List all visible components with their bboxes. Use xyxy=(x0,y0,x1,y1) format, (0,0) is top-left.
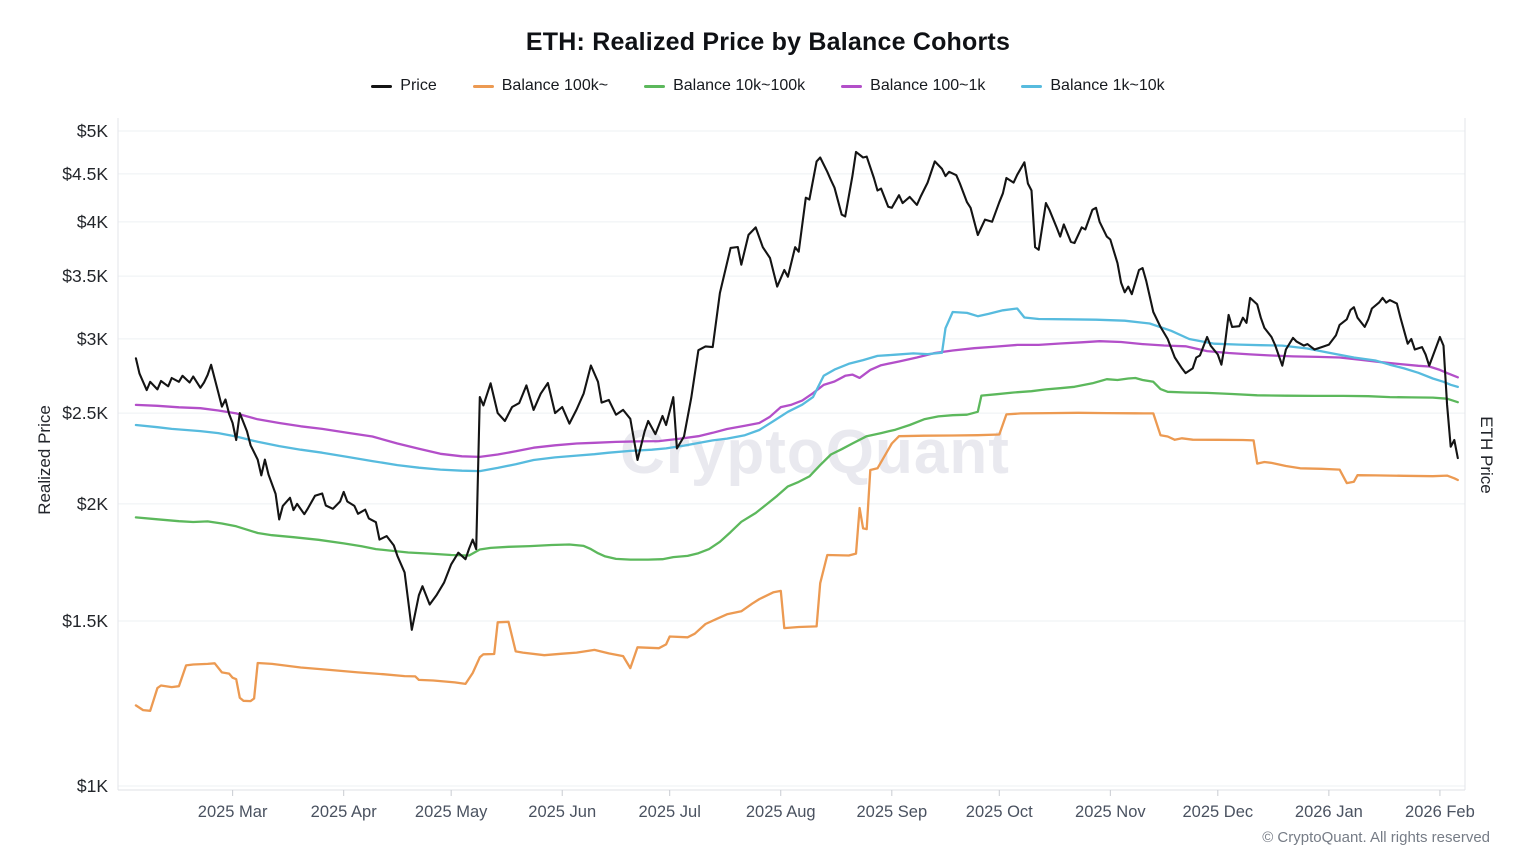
series-line-balance-100k xyxy=(134,411,1459,712)
chart-legend: Price Balance 100k~ Balance 10k~100k Balanc… xyxy=(0,77,1536,95)
copyright-footer: © CryptoQuant. All rights reserved xyxy=(1262,829,1490,846)
x-tick-label: 2025 Mar xyxy=(198,803,268,821)
x-tick-label: 2025 Apr xyxy=(311,803,378,821)
series-line-balance-1k-10k xyxy=(134,307,1459,473)
y-tick-label: $1.5K xyxy=(62,611,108,631)
legend-item-price[interactable]: Price xyxy=(371,77,437,95)
y-tick-label: $2.5K xyxy=(62,403,108,423)
legend-label-price: Price xyxy=(400,77,437,94)
y-tick-label: $4K xyxy=(77,212,108,232)
y-tick-label: $1K xyxy=(77,776,108,796)
y-tick-label: $4.5K xyxy=(62,164,108,184)
x-tick-label: 2026 Jan xyxy=(1295,803,1363,821)
chart-title: ETH: Realized Price by Balance Cohorts xyxy=(525,28,1011,56)
legend-item-balance-1k-10k[interactable]: Balance 1k~10k xyxy=(1021,77,1165,95)
x-tick-label: 2025 Jun xyxy=(528,803,596,821)
series-line-balance-10k-100k xyxy=(134,376,1459,561)
x-tick-label: 2026 Feb xyxy=(1405,803,1475,821)
x-tick-label: 2025 Oct xyxy=(966,803,1033,821)
legend-label-balance-100-1k: Balance 100~1k xyxy=(870,77,986,94)
legend-item-balance-100-1k[interactable]: Balance 100~1k xyxy=(841,77,985,95)
x-tick-label: 2025 Sep xyxy=(856,803,927,821)
x-tick-label: 2025 Dec xyxy=(1182,803,1253,821)
x-tick-label: 2025 Aug xyxy=(746,803,816,821)
legend-item-balance-100k[interactable]: Balance 100k~ xyxy=(472,77,609,95)
x-tick-label: 2025 Nov xyxy=(1075,803,1146,821)
y-tick-label: $3K xyxy=(77,329,108,349)
legend-label-balance-100k: Balance 100k~ xyxy=(501,77,609,94)
y-tick-label: $3.5K xyxy=(62,266,108,286)
legend-label-balance-10k-100k: Balance 10k~100k xyxy=(673,77,806,94)
series-line-price xyxy=(134,150,1459,631)
x-tick-label: 2025 May xyxy=(415,803,488,821)
y-axis-label-left: Realized Price xyxy=(35,405,54,515)
x-tick-label: 2025 Jul xyxy=(639,803,701,821)
legend-swatch-balance-10k-100k xyxy=(644,84,666,88)
legend-swatch-balance-100-1k xyxy=(841,84,863,88)
y-tick-label: $5K xyxy=(77,121,108,141)
legend-swatch-price xyxy=(371,84,393,88)
legend-label-balance-1k-10k: Balance 1k~10k xyxy=(1050,77,1165,94)
legend-swatch-balance-1k-10k xyxy=(1021,84,1043,88)
legend-swatch-balance-100k xyxy=(472,84,494,88)
series-line-balance-100-1k xyxy=(134,340,1459,459)
legend-item-balance-10k-100k[interactable]: Balance 10k~100k xyxy=(644,77,805,95)
y-axis-label-right: ETH Price xyxy=(1477,416,1496,494)
y-tick-label: $2K xyxy=(77,494,108,514)
